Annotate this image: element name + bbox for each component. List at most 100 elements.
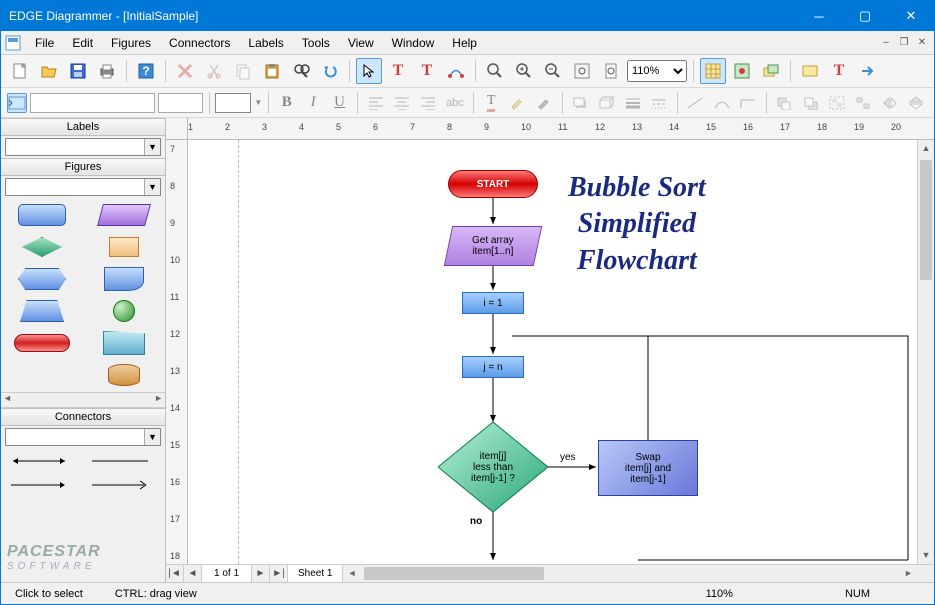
mdi-restore[interactable]: ❐ (896, 36, 912, 50)
snap-button[interactable] (729, 58, 755, 84)
zoom-in-button[interactable] (511, 58, 537, 84)
zoom-tool[interactable] (482, 58, 508, 84)
shape-hexagon[interactable] (7, 266, 77, 292)
copy-button[interactable] (230, 58, 256, 84)
first-page-button[interactable]: |◄ (166, 565, 184, 582)
node-get-array[interactable]: Get arrayitem[1..n] (444, 226, 543, 266)
menu-tools[interactable]: Tools (294, 34, 338, 52)
align-right-button[interactable] (417, 90, 440, 116)
prev-page-button[interactable]: ◄ (184, 565, 202, 582)
zoom-select[interactable]: 110% (627, 60, 687, 82)
save-button[interactable] (65, 58, 91, 84)
menu-help[interactable]: Help (444, 34, 485, 52)
next-page-button[interactable]: ► (252, 565, 270, 582)
delete-button[interactable] (172, 58, 198, 84)
ungroup-button[interactable] (852, 90, 875, 116)
group-button[interactable] (825, 90, 848, 116)
find-button[interactable] (288, 58, 314, 84)
shape-circle[interactable] (89, 298, 159, 324)
select-tool[interactable] (356, 58, 382, 84)
shape-cylinder[interactable] (89, 362, 159, 388)
figures-panel-header[interactable]: Figures (1, 158, 165, 176)
line-style-button[interactable] (621, 90, 644, 116)
dropdown-icon[interactable]: ▼ (254, 98, 262, 107)
scroll-right-button[interactable]: ► (900, 565, 917, 582)
menu-edit[interactable]: Edit (64, 34, 101, 52)
vertical-scrollbar[interactable]: ▲▼ (917, 140, 934, 564)
align-mode-button[interactable] (7, 93, 27, 113)
shape-roundrect[interactable] (7, 202, 77, 228)
figures-dropdown[interactable]: ▼ (5, 178, 161, 196)
node-j-equals-n[interactable]: j = n (462, 356, 524, 378)
shadow-button[interactable] (568, 90, 591, 116)
shape-style-button[interactable] (797, 58, 823, 84)
shape-trapezoid[interactable] (7, 298, 77, 324)
align-left-button[interactable] (364, 90, 387, 116)
abc-button[interactable]: abc (443, 90, 466, 116)
mdi-close[interactable]: ✕ (914, 36, 930, 50)
bring-front-button[interactable] (773, 90, 796, 116)
layers-button[interactable] (758, 58, 784, 84)
highlight-button[interactable] (506, 90, 529, 116)
minimize-button[interactable]: ─ (796, 1, 842, 31)
brush-button[interactable] (532, 90, 555, 116)
labels-panel-header[interactable]: Labels (1, 118, 165, 136)
text-tool[interactable]: T (385, 58, 411, 84)
fill-color-swatch[interactable] (215, 93, 251, 113)
export-button[interactable] (855, 58, 881, 84)
align-center-button[interactable] (390, 90, 413, 116)
text-style-button[interactable]: T (826, 58, 852, 84)
node-swap[interactable]: Swapitem[j] anditem[j-1] (598, 440, 698, 496)
menu-view[interactable]: View (340, 34, 382, 52)
open-button[interactable] (36, 58, 62, 84)
menu-file[interactable]: File (27, 34, 62, 52)
maximize-button[interactable]: ▢ (842, 1, 888, 31)
menu-labels[interactable]: Labels (240, 34, 291, 52)
shape-rect[interactable] (89, 234, 159, 260)
bold-button[interactable]: B (275, 90, 298, 116)
dash-style-button[interactable] (647, 90, 670, 116)
connector-elbow-button[interactable] (736, 90, 759, 116)
canvas[interactable]: START Get arrayitem[1..n] i = 1 j = n it… (188, 140, 917, 564)
connectors-panel-header[interactable]: Connectors (1, 408, 165, 426)
diagram-title[interactable]: Bubble Sort Simplified Flowchart (568, 170, 706, 279)
figures-scrollbar[interactable]: ◄► (1, 392, 165, 408)
node-i-equals-1[interactable]: i = 1 (462, 292, 524, 314)
connector-straight-button[interactable] (684, 90, 707, 116)
font-family-select[interactable] (30, 93, 155, 113)
zoom-page-button[interactable] (598, 58, 624, 84)
shape-diamond[interactable] (7, 234, 77, 260)
menu-connectors[interactable]: Connectors (161, 34, 238, 52)
sheet-tab[interactable]: Sheet 1 (288, 565, 343, 582)
italic-button[interactable]: I (301, 90, 324, 116)
shape-document[interactable] (89, 266, 159, 292)
shape-pill[interactable] (7, 330, 77, 356)
close-button[interactable]: ✕ (888, 1, 934, 31)
undo-button[interactable] (317, 58, 343, 84)
horizontal-scrollbar[interactable] (360, 565, 900, 582)
flip-v-button[interactable] (904, 90, 927, 116)
new-button[interactable] (7, 58, 33, 84)
connector-curve-button[interactable] (710, 90, 733, 116)
last-page-button[interactable]: ►| (270, 565, 288, 582)
zoom-fit-button[interactable] (569, 58, 595, 84)
grid-button[interactable] (700, 58, 726, 84)
labels-dropdown[interactable]: ▼ (5, 138, 161, 156)
mdi-minimize[interactable]: – (878, 36, 894, 50)
help-button[interactable]: ? (133, 58, 159, 84)
menu-window[interactable]: Window (384, 34, 443, 52)
zoom-out-button[interactable] (540, 58, 566, 84)
connector-arrow-right[interactable] (9, 478, 69, 492)
connector-plain[interactable] (90, 454, 150, 468)
paste-button[interactable] (259, 58, 285, 84)
connector-open-arrow[interactable] (90, 478, 150, 492)
connector-arrow-both[interactable] (9, 454, 69, 468)
node-start[interactable]: START (448, 170, 538, 198)
scroll-left-button[interactable]: ◄ (343, 565, 360, 582)
shape-manual-input[interactable] (89, 330, 159, 356)
menu-figures[interactable]: Figures (103, 34, 159, 52)
cut-button[interactable] (201, 58, 227, 84)
flip-h-button[interactable] (878, 90, 901, 116)
3d-button[interactable] (595, 90, 618, 116)
text-color-button[interactable]: T (479, 90, 502, 116)
